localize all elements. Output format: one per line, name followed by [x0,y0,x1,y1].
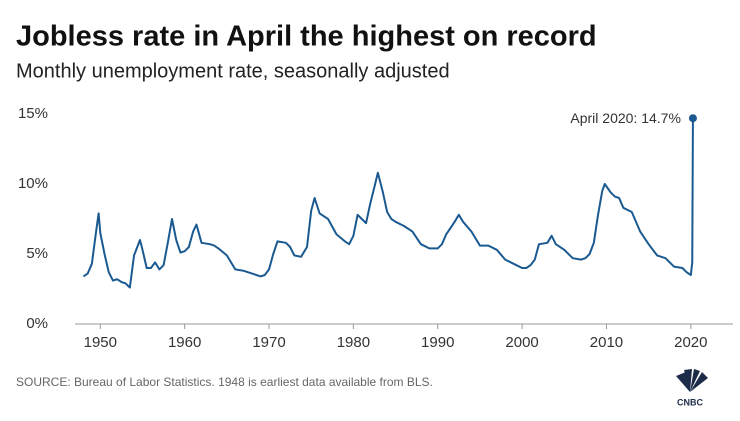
x-tick-label: 1950 [84,334,117,351]
x-tick-label: 2020 [674,334,707,351]
x-tick-label: 1990 [421,334,454,351]
y-tick-label: 15% [18,105,48,122]
series-line [82,118,694,289]
y-tick-label: 10% [18,175,48,192]
x-tick-label: 1960 [168,334,201,351]
logo: CNBC [676,369,708,407]
x-tick-label: 2010 [590,334,623,351]
x-tick-label: 1980 [337,334,370,351]
x-tick-label: 1970 [252,334,285,351]
source-note: SOURCE: Bureau of Labor Statistics. 1948… [16,375,433,389]
chart-subtitle: Monthly unemployment rate, seasonally ad… [16,60,450,82]
y-tick-label: 5% [26,245,48,262]
end-point [688,114,697,123]
logo-text: CNBC [677,397,703,407]
logo-mark [676,369,708,392]
x-tick-label: 2000 [505,334,538,351]
chart-title: Jobless rate in April the highest on rec… [16,21,597,53]
y-tick-label: 0% [26,315,48,332]
annotation: April 2020: 14.7% [570,110,681,126]
